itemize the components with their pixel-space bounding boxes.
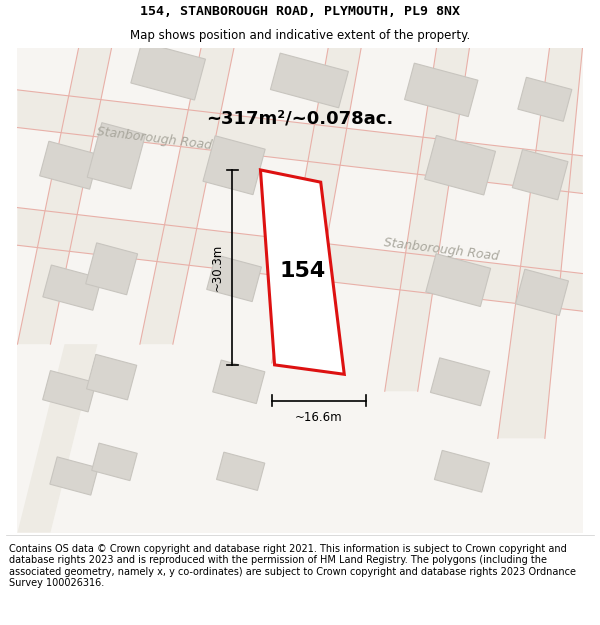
Polygon shape: [43, 371, 96, 412]
Polygon shape: [140, 48, 234, 344]
Polygon shape: [498, 48, 583, 438]
Polygon shape: [17, 344, 98, 532]
Polygon shape: [404, 63, 478, 117]
Polygon shape: [17, 48, 583, 532]
Text: Stanborough Road: Stanborough Road: [383, 236, 500, 264]
Polygon shape: [512, 149, 568, 200]
Polygon shape: [212, 360, 265, 404]
Polygon shape: [50, 457, 98, 495]
Polygon shape: [515, 269, 568, 316]
Polygon shape: [430, 358, 490, 406]
Text: ~30.3m: ~30.3m: [211, 244, 224, 291]
Text: Contains OS data © Crown copyright and database right 2021. This information is : Contains OS data © Crown copyright and d…: [9, 544, 576, 588]
Text: ~16.6m: ~16.6m: [295, 411, 343, 424]
Polygon shape: [17, 48, 112, 344]
Polygon shape: [203, 136, 265, 194]
Polygon shape: [385, 48, 470, 391]
Polygon shape: [17, 90, 583, 194]
Polygon shape: [43, 265, 101, 310]
Text: Map shows position and indicative extent of the property.: Map shows position and indicative extent…: [130, 29, 470, 42]
Polygon shape: [217, 452, 265, 491]
Polygon shape: [86, 243, 137, 295]
Text: 154, STANBOROUGH ROAD, PLYMOUTH, PL9 8NX: 154, STANBOROUGH ROAD, PLYMOUTH, PL9 8NX: [140, 6, 460, 18]
Polygon shape: [425, 136, 496, 195]
Polygon shape: [17, 208, 583, 311]
Polygon shape: [260, 170, 344, 374]
Polygon shape: [86, 354, 137, 400]
Text: Stanborough Road: Stanborough Road: [96, 126, 212, 152]
Polygon shape: [40, 141, 99, 189]
Polygon shape: [131, 42, 205, 100]
Polygon shape: [426, 254, 491, 306]
Text: 154: 154: [280, 261, 326, 281]
Polygon shape: [272, 48, 361, 363]
Polygon shape: [87, 122, 146, 189]
Text: ~317m²/~0.078ac.: ~317m²/~0.078ac.: [206, 109, 394, 127]
Polygon shape: [434, 451, 490, 492]
Polygon shape: [207, 255, 262, 302]
Polygon shape: [518, 78, 572, 121]
Polygon shape: [92, 443, 137, 481]
Polygon shape: [271, 53, 349, 108]
